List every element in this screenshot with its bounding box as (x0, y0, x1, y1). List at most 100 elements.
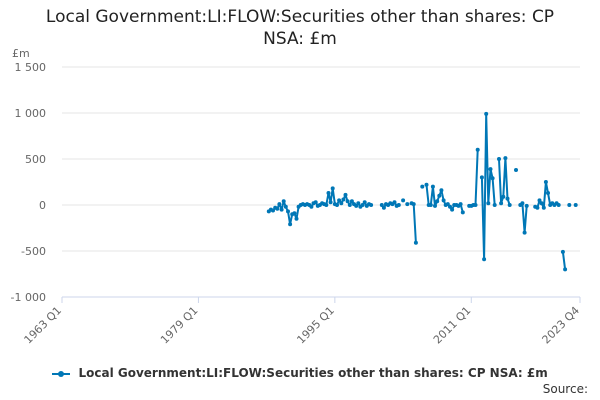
data-point[interactable] (343, 192, 348, 197)
x-tick-label: 1979 Q1 (158, 304, 201, 347)
data-point[interactable] (330, 186, 335, 191)
y-tick-label: 1 500 (15, 61, 47, 74)
data-point[interactable] (482, 257, 487, 262)
data-point[interactable] (450, 207, 455, 212)
data-point[interactable] (460, 210, 465, 215)
y-tick-label: -500 (21, 245, 46, 258)
y-tick-label: 500 (25, 153, 46, 166)
data-point[interactable] (499, 201, 504, 206)
data-point[interactable] (428, 203, 433, 207)
data-point[interactable] (335, 203, 339, 207)
data-point[interactable] (501, 194, 506, 199)
data-point[interactable] (396, 203, 401, 207)
data-point[interactable] (573, 203, 578, 207)
data-point[interactable] (324, 203, 329, 207)
x-tick-label: 2011 Q1 (431, 304, 474, 347)
data-point[interactable] (271, 208, 275, 213)
data-point[interactable] (505, 196, 510, 201)
data-point[interactable] (537, 198, 542, 203)
data-point[interactable] (488, 167, 493, 172)
series-line (425, 184, 464, 213)
data-point[interactable] (283, 204, 288, 209)
data-point[interactable] (535, 205, 540, 210)
y-axis-unit-label: £m (12, 47, 30, 60)
data-point[interactable] (546, 191, 550, 195)
data-point[interactable] (524, 203, 529, 208)
data-point[interactable] (563, 267, 568, 272)
data-point[interactable] (337, 198, 342, 203)
data-point[interactable] (475, 147, 480, 152)
series-line (411, 202, 417, 243)
y-axis-tick-labels: -1 000 -500 0 500 1 000 1 500 (11, 61, 46, 304)
data-point[interactable] (492, 203, 497, 207)
data-point[interactable] (313, 200, 318, 205)
chart-title: Local Government:LI:FLOW:Securities othe… (0, 6, 600, 50)
data-point[interactable] (520, 201, 525, 206)
data-point[interactable] (522, 230, 527, 235)
data-point[interactable] (507, 203, 512, 207)
data-point[interactable] (424, 182, 429, 187)
data-point[interactable] (567, 203, 572, 207)
y-tick-label: 0 (39, 199, 46, 212)
data-point[interactable] (458, 202, 463, 207)
data-point[interactable] (328, 200, 333, 205)
data-point[interactable] (556, 203, 561, 207)
data-point[interactable] (435, 199, 440, 204)
data-point[interactable] (543, 180, 548, 184)
data-point[interactable] (420, 184, 425, 189)
data-point[interactable] (539, 201, 544, 206)
data-point[interactable] (279, 207, 284, 212)
data-point[interactable] (560, 249, 565, 254)
data-point[interactable] (484, 111, 489, 116)
data-point[interactable] (326, 191, 331, 195)
data-point[interactable] (379, 203, 384, 207)
data-point[interactable] (433, 203, 437, 208)
data-point[interactable] (473, 203, 478, 207)
data-point[interactable] (411, 202, 416, 207)
data-point[interactable] (413, 240, 418, 245)
data-point[interactable] (286, 209, 290, 214)
data-point[interactable] (275, 206, 280, 211)
data-point[interactable] (541, 205, 546, 210)
data-point[interactable] (309, 204, 314, 209)
data-point[interactable] (445, 202, 450, 207)
data-point[interactable] (354, 203, 359, 208)
x-axis (61, 296, 581, 303)
data-point[interactable] (341, 197, 346, 202)
data-point[interactable] (405, 202, 410, 207)
legend-label: Local Government:LI:FLOW:Securities othe… (78, 366, 548, 380)
data-point[interactable] (347, 203, 352, 207)
data-point[interactable] (490, 176, 495, 181)
legend-swatch (52, 370, 71, 377)
data-point[interactable] (281, 199, 286, 204)
data-point[interactable] (439, 188, 444, 193)
data-point[interactable] (277, 202, 282, 207)
data-point[interactable] (339, 201, 344, 206)
data-point[interactable] (503, 156, 508, 161)
data-point[interactable] (430, 184, 435, 189)
data-point[interactable] (392, 200, 397, 205)
data-point[interactable] (497, 157, 501, 161)
data-point[interactable] (349, 199, 354, 204)
data-point[interactable] (360, 203, 365, 207)
data-point[interactable] (294, 216, 299, 221)
data-point[interactable] (369, 203, 374, 207)
data-point[interactable] (362, 200, 367, 205)
chart-title-line-2: NSA: £m (263, 29, 337, 49)
source-label: Source: (542, 382, 588, 396)
data-point[interactable] (288, 222, 293, 227)
data-point[interactable] (356, 201, 361, 206)
series-local-government-securities[interactable] (266, 111, 578, 272)
legend[interactable]: Local Government:LI:FLOW:Securities othe… (0, 366, 600, 380)
data-point[interactable] (401, 198, 406, 203)
data-point[interactable] (441, 198, 446, 203)
data-point[interactable] (514, 168, 518, 172)
data-point[interactable] (448, 204, 452, 209)
data-point[interactable] (479, 175, 484, 180)
data-point[interactable] (292, 211, 297, 216)
data-point[interactable] (345, 199, 350, 204)
data-point[interactable] (486, 201, 491, 206)
data-point[interactable] (381, 205, 386, 210)
data-point[interactable] (437, 193, 442, 198)
